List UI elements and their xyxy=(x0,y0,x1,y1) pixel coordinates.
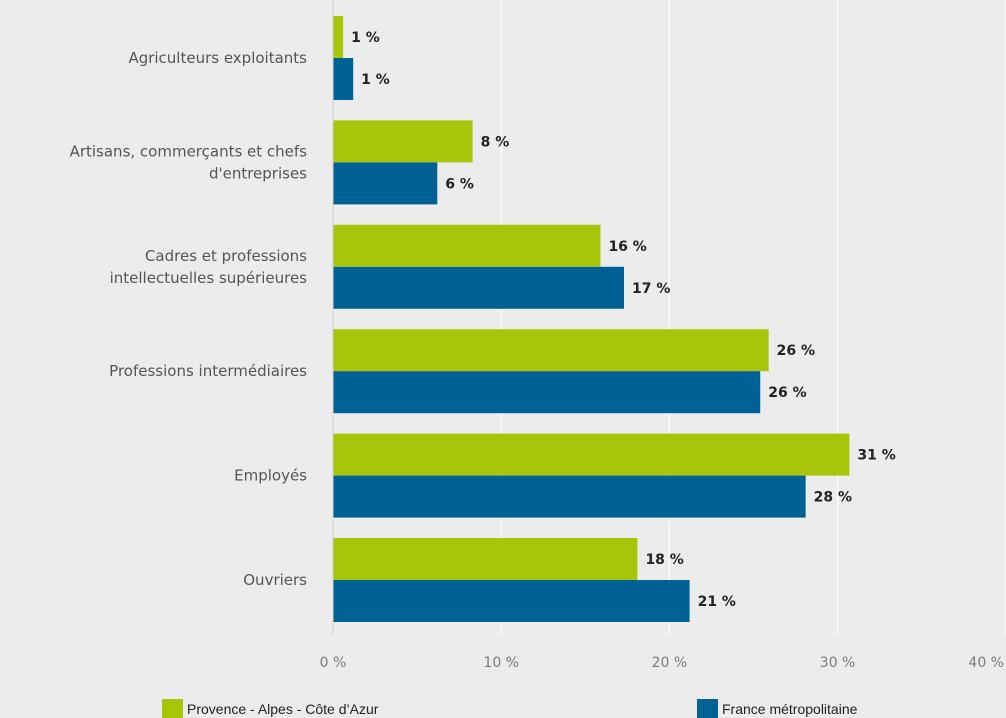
data-label-france-3: 26 % xyxy=(768,385,806,401)
bar-provence-0 xyxy=(333,16,344,58)
x-tick-label-20: 20 % xyxy=(652,655,688,671)
data-label-provence-4: 31 % xyxy=(857,448,895,464)
bar-provence-5 xyxy=(333,538,638,580)
category-label-2-line0: Cadres et professions xyxy=(145,247,307,265)
data-label-provence-5: 18 % xyxy=(645,552,683,568)
legend-item-france: France métropolitaine xyxy=(697,699,857,718)
legend-swatch-france xyxy=(697,699,718,718)
bar-france-0 xyxy=(333,58,354,100)
data-label-provence-1: 8 % xyxy=(481,134,510,150)
category-label-0: Agriculteurs exploitants xyxy=(128,49,307,67)
bar-france-4 xyxy=(333,475,806,518)
data-label-provence-3: 26 % xyxy=(777,343,815,359)
data-label-provence-2: 16 % xyxy=(608,239,646,255)
legend-item-provence: Provence - Alpes - Côte d’Azur xyxy=(162,699,378,718)
legend-swatch-provence xyxy=(162,699,183,718)
legend-label-provence: Provence - Alpes - Côte d’Azur xyxy=(187,700,379,717)
category-label-3: Professions intermédiaires xyxy=(109,362,307,380)
bar-provence-2 xyxy=(333,224,601,267)
category-label-4: Employés xyxy=(234,467,307,485)
data-label-provence-0: 1 % xyxy=(351,30,380,46)
bar-france-3 xyxy=(333,371,761,414)
category-label-1-line1: d'entreprises xyxy=(209,164,307,182)
data-label-france-2: 17 % xyxy=(632,281,670,297)
bar-provence-3 xyxy=(333,329,769,372)
x-tick-label-30: 30 % xyxy=(820,655,856,671)
data-label-france-5: 21 % xyxy=(698,594,736,610)
data-label-france-1: 6 % xyxy=(445,176,474,192)
x-tick-label-10: 10 % xyxy=(483,655,519,671)
bar-france-5 xyxy=(333,580,690,622)
bar-provence-4 xyxy=(333,433,850,476)
legend-label-france: France métropolitaine xyxy=(722,700,858,717)
category-label-5: Ouvriers xyxy=(243,571,307,589)
data-label-france-4: 28 % xyxy=(814,490,852,506)
bar-france-1 xyxy=(333,162,438,205)
data-label-france-0: 1 % xyxy=(361,72,390,88)
bar-provence-1 xyxy=(333,120,473,163)
bar-france-2 xyxy=(333,266,624,309)
x-tick-label-0: 0 % xyxy=(320,655,347,671)
x-tick-label-40: 40 % xyxy=(968,655,1004,671)
category-label-1-line0: Artisans, commerçants et chefs xyxy=(70,142,308,160)
category-label-2-line1: intellectuelles supérieures xyxy=(110,269,308,287)
